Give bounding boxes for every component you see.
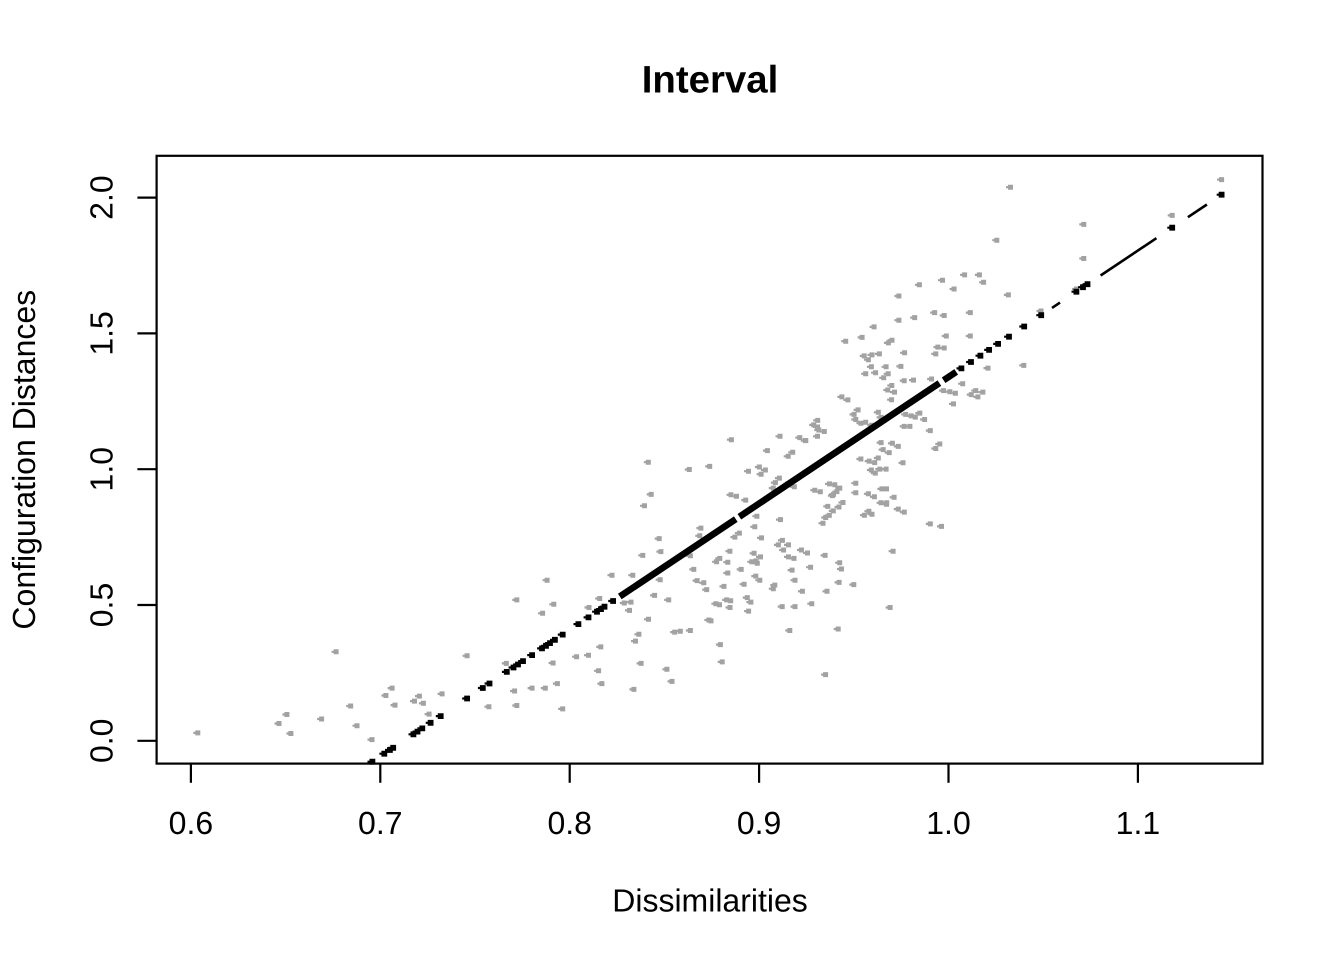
svg-text:0.7: 0.7 bbox=[358, 805, 402, 841]
svg-text:0.9: 0.9 bbox=[737, 805, 781, 841]
svg-text:0.6: 0.6 bbox=[169, 805, 213, 841]
svg-text:0.8: 0.8 bbox=[547, 805, 591, 841]
svg-text:0.5: 0.5 bbox=[83, 583, 119, 627]
svg-text:1.0: 1.0 bbox=[83, 447, 119, 491]
svg-text:Interval: Interval bbox=[642, 59, 779, 102]
svg-text:1.0: 1.0 bbox=[926, 805, 970, 841]
svg-text:2.0: 2.0 bbox=[83, 175, 119, 219]
svg-text:Dissimilarities: Dissimilarities bbox=[612, 883, 808, 919]
svg-text:1.1: 1.1 bbox=[1116, 805, 1160, 841]
svg-text:1.5: 1.5 bbox=[83, 311, 119, 355]
svg-text:0.0: 0.0 bbox=[83, 719, 119, 763]
svg-text:Configuration Distances: Configuration Distances bbox=[6, 290, 42, 630]
